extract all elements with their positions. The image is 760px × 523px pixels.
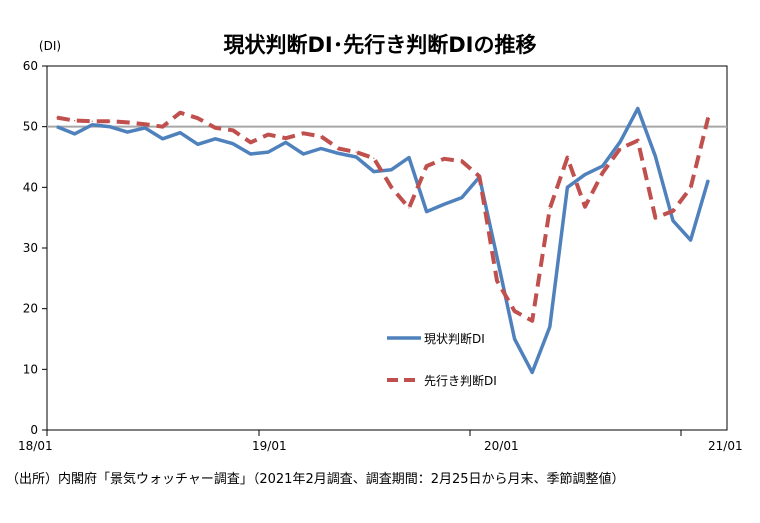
series-0-point (602, 165, 604, 167)
series-0-point (672, 220, 674, 222)
series-1-point (443, 158, 445, 160)
series-0-point (584, 173, 586, 176)
series-1-point (74, 120, 76, 122)
y-tick-label: 40 (23, 180, 38, 194)
series-1-point (109, 120, 111, 122)
series-1-point (690, 187, 692, 189)
legend: 現状判断DI 先行き判断DI (387, 331, 497, 388)
series-1-point (285, 137, 287, 139)
series-0-point (232, 143, 234, 145)
series-1-point (514, 310, 516, 312)
series-0-point (443, 203, 445, 205)
series-1-point (637, 140, 639, 142)
series-1-point (162, 126, 164, 128)
series-0-point (179, 132, 181, 134)
x-tick-label: 18/01 (18, 439, 53, 453)
series-0-point (56, 126, 58, 128)
x-tick-label: 21/01 (708, 439, 743, 453)
series-1-point (232, 129, 234, 131)
series-0-point (91, 124, 93, 126)
series-0-point (214, 138, 216, 140)
legend-label-0: 現状判断DI (424, 331, 485, 346)
series-1-point (179, 112, 181, 114)
series-0-point (390, 169, 392, 171)
series-0-point (373, 170, 375, 173)
y-tick-label: 20 (23, 302, 38, 316)
series-0-point (74, 133, 76, 135)
series-1-point (426, 165, 428, 167)
series-0-point (690, 239, 692, 241)
series-1-point (302, 132, 304, 134)
y-tick-label: 10 (23, 362, 38, 376)
series-1-point (373, 157, 375, 159)
series-0-point (126, 131, 128, 133)
series-1-point (707, 116, 709, 119)
chart-title: 現状判断DI･先行き判断DIの推移 (224, 33, 537, 57)
series-1-point (320, 135, 322, 137)
y-tick-label: 50 (23, 120, 38, 134)
series-1-point (338, 147, 340, 150)
series-0-point (637, 107, 639, 110)
series-1-point (496, 280, 498, 282)
series-1-point (197, 117, 199, 119)
series-1-point (355, 151, 357, 153)
series-layer (56, 106, 711, 375)
x-tick-label: 19/01 (252, 439, 287, 453)
y-unit-label: (DI) (39, 39, 61, 53)
y-tick-label: 30 (23, 241, 38, 255)
y-axis: 0 10 20 30 40 50 60 (23, 59, 47, 437)
series-1-point (549, 207, 551, 210)
series-1-point (619, 147, 621, 150)
series-1-point (144, 123, 146, 125)
y-tick-label: 0 (30, 423, 38, 437)
series-1-point (566, 157, 569, 159)
x-axis: 18/01 19/01 20/01 21/01 (18, 430, 743, 453)
series-1-point (408, 207, 410, 209)
series-1-point (214, 127, 216, 129)
series-1-point (126, 121, 128, 124)
series-1-point (91, 120, 93, 122)
series-0-point (408, 157, 410, 159)
series-0-point (162, 138, 164, 140)
series-1-point (390, 186, 392, 188)
series-0-point (619, 141, 621, 143)
series-0-point (285, 141, 287, 144)
y-tick-label: 60 (23, 59, 38, 73)
series-0-point (654, 155, 657, 157)
plot-area (46, 65, 728, 431)
x-tick-label: 20/01 (484, 439, 519, 453)
series-0-point (320, 147, 322, 150)
series-0-point (514, 338, 516, 340)
legend-label-1: 先行き判断DI (424, 373, 497, 388)
series-0-point (566, 186, 569, 188)
series-0-point (355, 156, 357, 158)
series-0-point (267, 151, 269, 153)
series-line-1 (56, 110, 711, 323)
series-1-point (56, 116, 58, 119)
series-0-point (461, 197, 463, 199)
series-0-point (302, 153, 304, 155)
series-0-point (197, 143, 199, 145)
series-0-point (338, 152, 340, 154)
series-1-point (461, 160, 463, 162)
series-0-point (496, 256, 498, 258)
series-0-point (707, 179, 709, 181)
series-0-point (109, 126, 111, 128)
series-1-point (672, 210, 674, 212)
series-1-point (531, 320, 533, 322)
source-note: （出所）内閣府「景気ウォッチャー調査」（2021年2月調査、調査期間：2月25日… (6, 472, 625, 487)
series-0-point (531, 371, 533, 373)
series-1-point (250, 141, 252, 144)
series-0-point (250, 153, 252, 155)
series-0-point (549, 326, 551, 328)
series-1-point (267, 133, 269, 136)
series-0-point (426, 211, 428, 213)
series-1-point (584, 206, 586, 208)
series-1-point (654, 217, 657, 219)
series-1-point (602, 172, 604, 174)
series-1-point (478, 175, 480, 178)
series-0-point (144, 127, 146, 129)
